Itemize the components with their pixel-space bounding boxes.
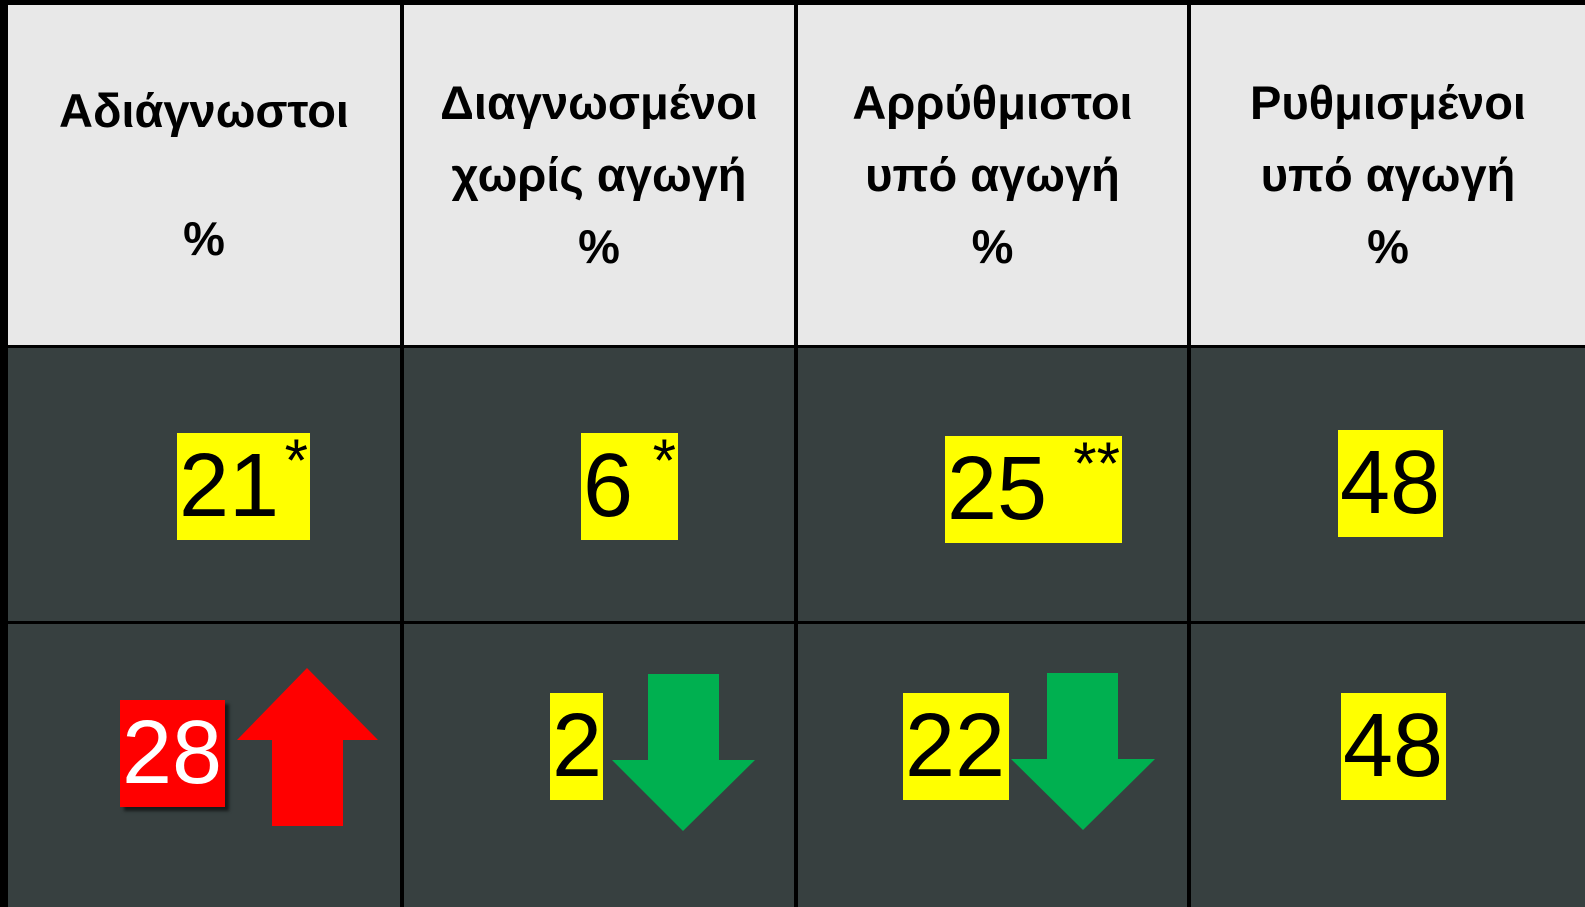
header-line: % bbox=[971, 220, 1014, 273]
value: 48 bbox=[1340, 433, 1441, 533]
value: 48 bbox=[1343, 696, 1444, 796]
footnote-mark: * bbox=[284, 427, 308, 494]
value-box: 48 bbox=[1338, 430, 1443, 537]
value-box: 28 bbox=[120, 700, 225, 807]
value: 21 bbox=[179, 436, 280, 536]
footnote-mark: ** bbox=[1073, 430, 1120, 497]
header-cell: Αδιάγνωστοι % bbox=[8, 5, 400, 345]
footnote-mark: * bbox=[652, 427, 676, 494]
value-box: 6 * bbox=[581, 427, 678, 540]
header-line: % bbox=[1367, 220, 1409, 273]
value: 25 bbox=[947, 439, 1048, 539]
value: 6 bbox=[583, 436, 634, 536]
value-box: 25 ** bbox=[945, 430, 1122, 543]
value: 28 bbox=[122, 703, 223, 803]
value: 22 bbox=[905, 696, 1006, 796]
up-arrow bbox=[237, 668, 378, 826]
header-line: Αδιάγνωστοι bbox=[59, 84, 349, 137]
value-box: 48 bbox=[1341, 693, 1446, 800]
header-line: υπό αγωγή bbox=[1260, 148, 1516, 201]
header-cell: Αρρύθμιστοι υπό αγωγή % bbox=[798, 5, 1187, 345]
header-line: χωρίς αγωγή bbox=[451, 148, 747, 201]
header-line: % bbox=[183, 212, 225, 265]
value-box: 21 * bbox=[177, 427, 310, 540]
header-line: Διαγνωσμένοι bbox=[440, 76, 758, 129]
header-line: υπό αγωγή bbox=[865, 148, 1120, 201]
header-line: Ρυθμισμένοι bbox=[1250, 76, 1526, 129]
value: 2 bbox=[552, 696, 603, 796]
value-box: 2 bbox=[550, 693, 603, 800]
header-line: Αρρύθμιστοι bbox=[852, 76, 1133, 129]
header-line: % bbox=[578, 220, 620, 273]
header-cell: Διαγνωσμένοι χωρίς αγωγή % bbox=[404, 5, 794, 345]
header-cell: Ρυθμισμένοι υπό αγωγή % bbox=[1191, 5, 1585, 345]
value-box: 22 bbox=[903, 693, 1009, 800]
down-arrow bbox=[612, 674, 755, 831]
down-arrow bbox=[1011, 673, 1155, 830]
